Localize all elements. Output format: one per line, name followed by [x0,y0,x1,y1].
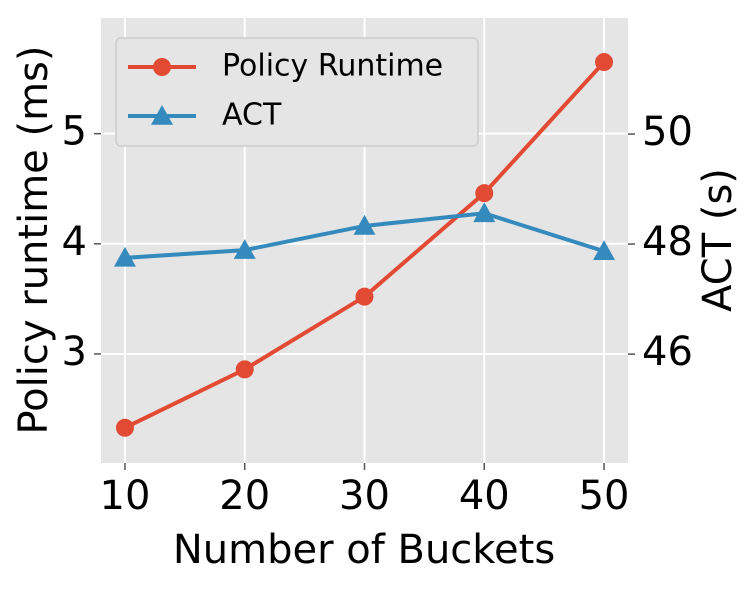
marker [475,184,494,203]
y-tick-label: 3 [62,329,87,375]
y2-tick-label: 48 [642,219,693,265]
y2-tick-label: 50 [642,109,693,155]
marker [233,239,256,259]
marker [473,202,496,223]
legend-box [115,37,479,147]
marker [595,53,614,72]
y2-tick-label: 46 [642,329,693,375]
y2-axis-label: ACT (s) [695,168,741,312]
x-tick-label: 30 [339,473,390,519]
marker [355,287,374,306]
x-tick-label: 10 [100,473,151,519]
marker [153,58,171,76]
marker [353,214,376,235]
x-tick-label: 20 [219,473,270,519]
y-tick-label: 5 [62,109,87,155]
legend: Policy Runtime ACT [115,37,479,147]
marker [113,246,136,267]
y-tick-label: 4 [62,219,87,265]
marker [593,240,616,261]
marker [151,105,173,125]
marks [113,53,616,437]
marker [235,360,254,379]
legend-label: ACT [222,98,282,133]
x-axis-label: Number of Buckets [173,527,555,573]
legend-label: Policy Runtime [222,49,443,84]
x-tick-label: 50 [579,473,630,519]
x-tick-label: 40 [459,473,510,519]
y-axis-label: Policy runtime (ms) [11,45,57,434]
marker [115,418,134,437]
